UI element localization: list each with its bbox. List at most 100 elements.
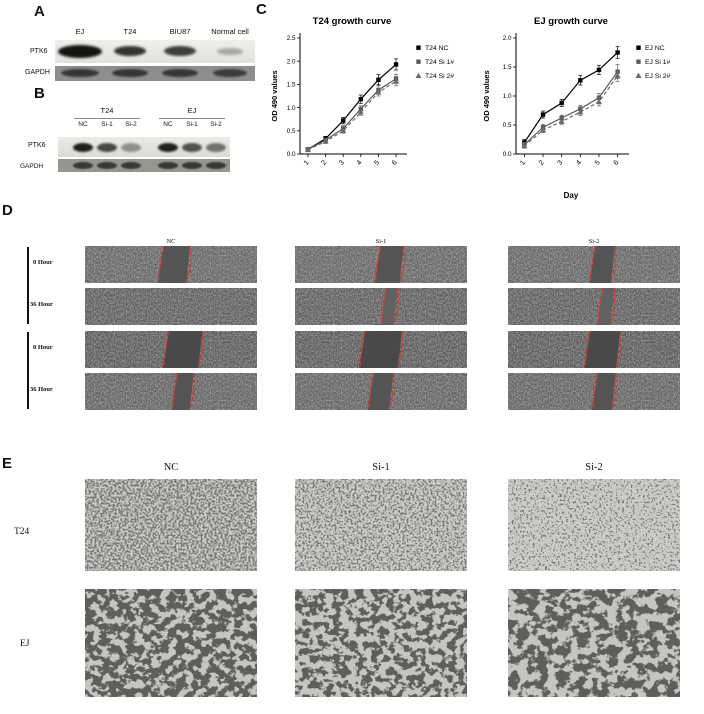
wound-healing-grid bbox=[85, 246, 681, 411]
scratch-edge-line bbox=[359, 331, 366, 368]
wound-image bbox=[295, 331, 467, 368]
svg-text:1: 1 bbox=[303, 159, 311, 167]
blot-band bbox=[121, 161, 141, 169]
scratch-edge-line bbox=[584, 331, 591, 368]
scratch-edge-line bbox=[609, 288, 616, 325]
svg-text:5: 5 bbox=[594, 159, 602, 167]
scratch-edge-line bbox=[374, 246, 382, 283]
chart-title: EJ growth curve bbox=[534, 16, 608, 27]
lane-label-nc-2: NC bbox=[163, 121, 173, 128]
transwell-row-label-t24: T24 bbox=[14, 527, 30, 537]
bracket-t24-wound bbox=[27, 247, 29, 324]
wound-image bbox=[85, 246, 257, 283]
lane-header-normal: Normal cell bbox=[211, 27, 249, 36]
svg-text:1.0: 1.0 bbox=[503, 93, 512, 100]
wound-row-label-0h-t24: 0 Hour bbox=[33, 259, 53, 266]
svg-text:3: 3 bbox=[338, 159, 346, 167]
wound-col-header-si2: Si-2 bbox=[588, 238, 600, 245]
chart-root: 0.0 0.5 1.0 1.5 2.0 1 2 3 4 5 6 EJ growth curve OD 4… bbox=[482, 16, 671, 200]
transwell-image bbox=[85, 479, 257, 571]
transwell-image bbox=[85, 589, 257, 697]
wound-col-header-si1: Si-1 bbox=[375, 238, 387, 245]
blot-band bbox=[217, 47, 243, 55]
scratch-edge-line bbox=[597, 288, 604, 325]
transwell-col-header-si1: Si-1 bbox=[372, 462, 390, 473]
wound-col-header-nc: NC bbox=[166, 238, 176, 245]
lane-label-si1-1: Si-1 bbox=[101, 121, 113, 128]
panel-d-label: D bbox=[2, 202, 13, 219]
blot-band bbox=[213, 69, 247, 77]
wound-image bbox=[295, 288, 467, 325]
wound-image bbox=[508, 331, 680, 368]
blot-band bbox=[182, 142, 202, 152]
lane-label-si2-2: Si-2 bbox=[210, 121, 222, 128]
panel-b-label: B bbox=[34, 85, 45, 102]
legend-label: EJ NC bbox=[645, 45, 665, 52]
svg-text:2.5: 2.5 bbox=[287, 35, 296, 42]
svg-text:1.5: 1.5 bbox=[503, 64, 512, 71]
lane-header-ej: EJ bbox=[75, 27, 85, 36]
blot-row-label-gapdh: GAPDH bbox=[25, 69, 50, 76]
chart-root: 0.0 0.5 1.0 1.5 2.0 2.5 1 2 3 4 5 6 T24 growth curve… bbox=[270, 16, 454, 167]
scratch-edge-line bbox=[171, 373, 179, 410]
svg-text:1.0: 1.0 bbox=[287, 105, 296, 112]
ej-growth-chart: 0.0 0.5 1.0 1.5 2.0 1 2 3 4 5 6 EJ growth curve OD 4… bbox=[482, 16, 671, 200]
blot-row-label-gapdh-b: GAPDH bbox=[20, 163, 44, 170]
t24-growth-chart: 0.0 0.5 1.0 1.5 2.0 2.5 1 2 3 4 5 6 T24 growth curve… bbox=[270, 16, 454, 167]
transwell-col-header-si2: Si-2 bbox=[585, 462, 603, 473]
blot-band bbox=[97, 161, 117, 169]
blot-band bbox=[206, 142, 226, 152]
svg-text:2: 2 bbox=[538, 159, 546, 167]
blot-band bbox=[61, 69, 99, 77]
group-header-ej: EJ bbox=[187, 106, 197, 115]
panel-e-label: E bbox=[2, 455, 13, 472]
scratch-edge-line bbox=[610, 246, 617, 283]
wound-image bbox=[85, 331, 257, 368]
wound-image bbox=[295, 246, 467, 283]
scratch-edge-line bbox=[615, 331, 622, 368]
scratch-edge-line bbox=[388, 373, 395, 410]
wound-row-label-0h-ej: 0 Hour bbox=[33, 344, 53, 351]
blot-row-label-ptk6: PTK6 bbox=[30, 48, 48, 55]
svg-text:4: 4 bbox=[575, 159, 583, 167]
scratch-edge-line bbox=[397, 331, 404, 368]
transwell-row-label-ej: EJ bbox=[20, 639, 30, 649]
wound-image bbox=[85, 373, 257, 410]
scratch-edge-line bbox=[398, 246, 405, 283]
bracket-ej-wound bbox=[27, 332, 29, 409]
svg-text:2.0: 2.0 bbox=[503, 35, 512, 42]
scratch-edge-line bbox=[367, 373, 375, 410]
svg-text:1.5: 1.5 bbox=[287, 82, 296, 89]
svg-text:0.5: 0.5 bbox=[287, 128, 296, 135]
lane-header-t24: T24 bbox=[123, 27, 137, 36]
wound-image bbox=[508, 373, 680, 410]
y-axis-label: OD 490 values bbox=[270, 70, 279, 121]
blot-band bbox=[158, 161, 178, 169]
blot-band bbox=[97, 142, 117, 152]
x-axis-label: Day bbox=[564, 191, 579, 200]
legend-label: T24 Si 1# bbox=[425, 59, 454, 66]
wound-image bbox=[508, 288, 680, 325]
wound-image bbox=[508, 246, 680, 283]
svg-text:2: 2 bbox=[320, 159, 328, 167]
y-axis-label: OD 490 values bbox=[482, 70, 491, 121]
lane-header-biu87: BIU87 bbox=[169, 27, 191, 36]
transwell-grid bbox=[85, 479, 681, 698]
ptk6-blot-panel-b bbox=[58, 137, 230, 157]
gapdh-blot-panel-a bbox=[55, 66, 255, 81]
transwell-image bbox=[508, 479, 680, 571]
svg-text:4: 4 bbox=[356, 159, 364, 167]
group-rule-t24 bbox=[74, 118, 140, 119]
svg-text:0.5: 0.5 bbox=[503, 122, 512, 129]
transwell-image bbox=[508, 589, 680, 697]
panel-a-label: A bbox=[34, 3, 45, 20]
scratch-edge-line bbox=[185, 246, 192, 283]
legend-label: T24 NC bbox=[425, 45, 449, 52]
scratch-edge-line bbox=[380, 288, 388, 325]
svg-text:0.0: 0.0 bbox=[503, 151, 512, 158]
svg-text:2.0: 2.0 bbox=[287, 58, 296, 65]
wound-row-label-36h-ej: 36 Hour bbox=[30, 386, 53, 393]
wound-image bbox=[295, 373, 467, 410]
blot-band bbox=[73, 161, 93, 169]
